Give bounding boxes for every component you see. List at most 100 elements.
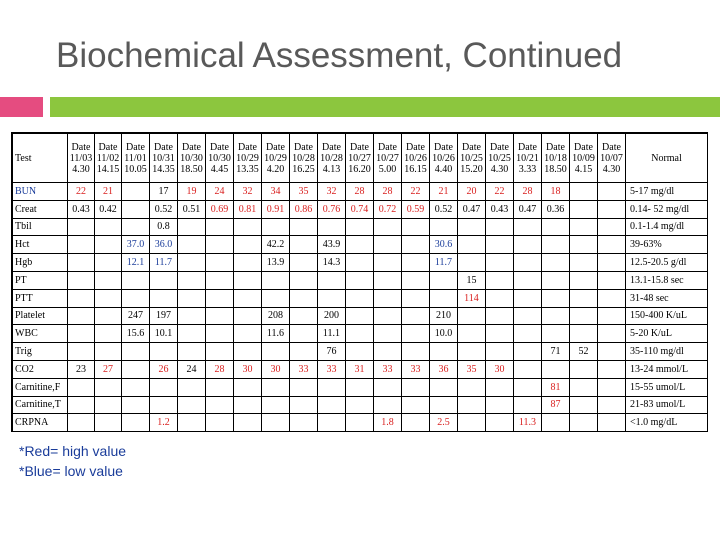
row-value-cell (345, 377, 374, 397)
row-value-cell (373, 288, 402, 308)
row-value-cell (149, 270, 178, 290)
row-value-cell (67, 395, 95, 415)
row-value-cell: 26 (149, 359, 178, 379)
row-value-cell (597, 217, 626, 237)
header-test: Test (12, 133, 68, 183)
table-row: BUN 22 21 17 19 24 32 34 35 32 28 28 22 21 20 22 28 18 5-1… (12, 182, 707, 201)
row-value-cell (205, 306, 234, 326)
row-test-name: Carnitine,F (12, 377, 68, 397)
row-value-cell: 37.0 (121, 235, 150, 255)
row-value-cell (401, 288, 430, 308)
row-value-cell: 34 (261, 182, 290, 201)
header-time-value: 3.33 (518, 163, 537, 175)
row-value-cell (513, 324, 542, 344)
row-value-cell (121, 288, 150, 308)
row-value-cell (513, 270, 542, 290)
row-value-cell: 18 (541, 182, 570, 201)
row-test-name: PT (12, 270, 68, 290)
row-value-cell (597, 342, 626, 361)
row-value-cell (513, 288, 542, 308)
legend-low-value: *Blue= low value (19, 463, 123, 479)
row-value-cell: 0.42 (94, 199, 122, 219)
header-date-label: Date (350, 141, 369, 153)
row-value-cell: 22 (485, 182, 514, 201)
row-value-cell (177, 288, 206, 308)
row-value-cell (233, 217, 262, 237)
legend-high-value: *Red= high value (19, 443, 127, 459)
row-value-cell: 33 (401, 359, 430, 379)
header-date-value: 10/29 (236, 152, 259, 164)
row-value-cell (345, 253, 374, 272)
row-value-cell: 1.2 (149, 413, 178, 431)
row-value-cell (317, 377, 346, 397)
row-value-cell (289, 377, 318, 397)
row-value-cell (541, 270, 570, 290)
row-value-cell: 30 (261, 359, 290, 379)
row-value-cell (289, 306, 318, 326)
row-value-cell (177, 413, 206, 431)
row-value-cell (67, 235, 95, 255)
row-value-cell (345, 270, 374, 290)
row-value-cell: 0.86 (289, 199, 318, 219)
row-value-cell (513, 359, 542, 379)
row-value-cell (597, 395, 626, 415)
row-value-cell (345, 395, 374, 415)
row-test-name: Tbil (12, 217, 68, 237)
table-row: WBC 15.6 10.1 11.6 11.1 10.0 5-20 K/uL (12, 324, 707, 344)
row-value-cell (485, 395, 514, 415)
row-value-cell: 11.1 (317, 324, 346, 344)
row-test-name: PTT (12, 288, 68, 308)
row-value-cell: 21 (429, 182, 458, 201)
row-value-cell (401, 377, 430, 397)
row-test-name: WBC (12, 324, 68, 344)
header-date-label: Date (266, 141, 285, 153)
row-value-cell (569, 235, 598, 255)
row-value-cell: 21 (94, 182, 122, 201)
row-value-cell: 11.7 (149, 253, 178, 272)
row-value-cell (485, 342, 514, 361)
header-date-cell: Date 10/28 16.25 (289, 133, 318, 183)
row-value-cell: 28 (373, 182, 402, 201)
row-value-cell: 0.72 (373, 199, 402, 219)
row-value-cell (373, 217, 402, 237)
header-time-value: 5.00 (378, 163, 397, 175)
row-value-cell: 15.6 (121, 324, 150, 344)
row-value-cell: 35 (289, 182, 318, 201)
row-value-cell (205, 413, 234, 431)
row-test-name: Creat (12, 199, 68, 219)
row-value-cell (541, 413, 570, 431)
header-date-cell: Date 10/29 4.20 (261, 133, 290, 183)
header-date-cell: Date 10/21 3.33 (513, 133, 542, 183)
row-value-cell (94, 395, 122, 415)
header-date-value: 11/03 (69, 152, 93, 164)
row-value-cell: 1.8 (373, 413, 402, 431)
row-value-cell (345, 324, 374, 344)
header-time-value: 18.50 (544, 163, 567, 175)
row-value-cell (149, 377, 178, 397)
row-value-cell (233, 235, 262, 255)
header-date-label: Date (154, 141, 173, 153)
table-row: CO2 23 27 26 24 28 30 30 33 33 31 33 33 36 35 30 13-24 m… (12, 359, 707, 379)
row-value-cell: 0.52 (149, 199, 178, 219)
header-date-label: Date (574, 141, 593, 153)
table-row: Hgb 12.1 11.7 13.9 14.3 11.7 12.5-20.5 g/dl (12, 253, 707, 272)
header-time-value: 14.35 (152, 163, 175, 175)
row-value-cell (401, 413, 430, 431)
row-value-cell (289, 235, 318, 255)
header-date-cell: Date 10/18 18.50 (541, 133, 570, 183)
row-value-cell (569, 217, 598, 237)
row-value-cell: 0.43 (485, 199, 514, 219)
row-value-cell (67, 270, 95, 290)
row-value-cell (177, 235, 206, 255)
row-value-cell: 0.8 (149, 217, 178, 237)
row-value-cell (569, 288, 598, 308)
row-value-cell (569, 377, 598, 397)
row-value-cell: 13.9 (261, 253, 290, 272)
row-value-cell (485, 270, 514, 290)
row-value-cell: 114 (457, 288, 486, 308)
accent-bar-pink (0, 97, 43, 117)
row-value-cell (541, 359, 570, 379)
row-value-cell (373, 253, 402, 272)
header-date-cell: Date 10/30 4.45 (205, 133, 234, 183)
header-date-label: Date (518, 141, 537, 153)
